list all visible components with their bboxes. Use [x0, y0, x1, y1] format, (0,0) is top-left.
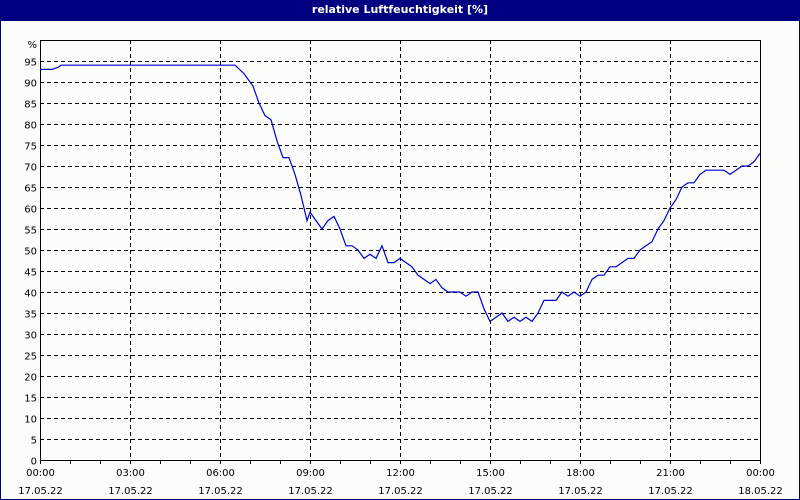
grid-lines: [40, 40, 760, 460]
y-tick-label: 80: [24, 121, 37, 132]
x-axis-labels: 00:00 17.05.22 03:00 17.05.22 06:00 17.05.22 0…: [18, 468, 783, 497]
x-tick-date: 17.05.22: [108, 486, 153, 497]
y-tick-label: 90: [24, 79, 37, 90]
y-tick-label: 70: [24, 163, 37, 174]
x-tick-time: 15:00: [476, 468, 505, 479]
x-tick-date: 17.05.22: [18, 486, 63, 497]
y-tick-label: 10: [24, 415, 37, 426]
y-unit-label: %: [27, 40, 37, 51]
x-tick-time: 12:00: [386, 468, 415, 479]
y-tick-label: 30: [24, 331, 37, 342]
x-tick-date: 18.05.22: [738, 486, 783, 497]
x-tick-date: 17.05.22: [468, 486, 513, 497]
y-tick-label: 65: [24, 184, 37, 195]
x-tick-time: 00:00: [746, 468, 775, 479]
x-tick-date: 17.05.22: [558, 486, 603, 497]
y-tick-label: 25: [24, 352, 37, 363]
humidity-line: [40, 64, 761, 323]
y-tick-label: 0: [31, 457, 37, 468]
x-tick-time: 18:00: [566, 468, 595, 479]
y-tick-label: 95: [24, 58, 37, 69]
chart-title: relative Luftfeuchtigkeit [%]: [0, 0, 800, 21]
y-tick-label: 15: [24, 394, 37, 405]
y-tick-label: 45: [24, 268, 37, 279]
axes: [40, 40, 761, 464]
x-tick-time: 03:00: [116, 468, 145, 479]
plot-area-border: [40, 40, 761, 461]
y-tick-label: 20: [24, 373, 37, 384]
x-tick-date: 17.05.22: [288, 486, 333, 497]
y-tick-label: 85: [24, 100, 37, 111]
x-tick-date: 17.05.22: [378, 486, 423, 497]
x-tick-time: 21:00: [656, 468, 685, 479]
x-tick-time: 09:00: [296, 468, 325, 479]
y-tick-label: 40: [24, 289, 37, 300]
x-tick-date: 17.05.22: [648, 486, 693, 497]
y-axis-labels: 0 5 10 15 20 25 30 35 40 45 50 55 60 65 70 75 80 85 90 95%: [24, 40, 37, 468]
y-tick-label: 35: [24, 310, 37, 321]
x-tick-time: 06:00: [206, 468, 235, 479]
y-tick-label: 55: [24, 226, 37, 237]
y-tick-label: 60: [24, 205, 37, 216]
y-tick-label: 50: [24, 247, 37, 258]
x-tick-date: 17.05.22: [198, 486, 243, 497]
y-tick-label: 5: [31, 436, 37, 447]
y-tick-label: 75: [24, 142, 37, 153]
x-tick-time: 00:00: [26, 468, 55, 479]
